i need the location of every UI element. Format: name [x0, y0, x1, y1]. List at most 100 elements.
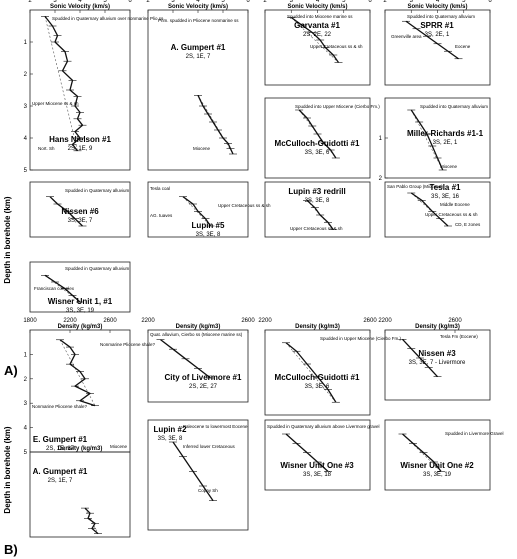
annotation: Spudded into Upper Miocene (Cierbo Fm.) — [295, 104, 380, 109]
annotation: Upper Cretaceous ss & sh — [425, 212, 478, 217]
panel-frame — [147, 181, 249, 238]
panel-a-6: 1 2 Miller-Richards #1-1 3S, 2E, 1 Spudded i… — [379, 97, 491, 182]
panel-frame — [264, 329, 371, 416]
well-name: Wisner Unit One #3 — [280, 461, 354, 470]
panel-b-2: Density (kg/m3) A. Gumpert #1 2S, 1E, 7 — [29, 446, 131, 538]
x-tick-label: 4 — [196, 0, 200, 4]
axis-title: Density (kg/m3) — [415, 324, 460, 330]
annotation: Greenville area — [391, 34, 422, 39]
well-name: SPRR #1 — [420, 21, 454, 30]
y-tick-label: 2 — [24, 72, 28, 78]
panel-frame — [264, 97, 371, 179]
well-name: Wisner Unit 1, #1 — [48, 297, 113, 306]
annotation: Middle Eocene — [440, 202, 470, 207]
y-tick-label: 5 — [24, 168, 28, 174]
annotation: Quat. alluvium, Cierbo ss (Miocene marin… — [150, 332, 243, 337]
panel-frame — [384, 329, 491, 401]
well-location: 2S, 1E, 17 — [46, 446, 75, 452]
y-tick-label: 1 — [24, 352, 28, 358]
axis-title: Density (kg/m3) — [58, 446, 103, 452]
axis-title: Density (kg/m3) — [176, 324, 221, 330]
well-name: Nissen #6 — [61, 207, 99, 216]
annotation: Spudded in Livermore Gravel — [445, 431, 504, 436]
y-tick-label: 4 — [24, 136, 28, 142]
well-name: Hans Nielson #1 — [49, 135, 111, 144]
well-location: 3S, 3E, 6 — [305, 150, 330, 156]
x-tick-label: 6 — [128, 0, 132, 4]
well-location: 3S, 2E, 1 — [425, 32, 450, 38]
annotation: Franciscan complex — [34, 286, 75, 291]
annotation: Spudded in Upper Miocene (Cierbo Fm.) — [320, 336, 402, 341]
panel-b-7: Wisner Unit One #3 3S, 3E, 18 Spudded in Q… — [264, 419, 380, 491]
x-tick-label: 5 — [221, 0, 225, 4]
trend-line — [410, 109, 444, 171]
log-trace — [84, 507, 99, 535]
y-tick-label: 2 — [379, 176, 383, 182]
x-tick-label: 2 — [28, 0, 32, 4]
well-name: City of Livermore #1 — [165, 373, 242, 382]
panel-b-5: Density (kg/m3) 2200 2600 Nissen #3 3S, 3E, … — [378, 318, 491, 401]
trend-line — [44, 16, 78, 151]
y-tick-label: 1 — [24, 40, 28, 46]
x-tick-label: 2600 — [103, 318, 117, 324]
well-location: 3S, 2E, 1 — [433, 140, 458, 146]
annotation: San Pablo Group (Miocene) — [387, 184, 443, 189]
axis-title: Sonic Velocity (km/s) — [50, 4, 110, 10]
annotation: Inferred lower Cretaceous — [183, 444, 236, 449]
x-tick-label: 2600 — [448, 318, 462, 324]
panel-a-5: McCulloch-Guidotti #1 3S, 3E, 6 Spudded in… — [264, 97, 380, 179]
x-tick-label: 5 — [342, 0, 346, 4]
annotation: Tesla coal — [150, 186, 170, 191]
annotation: Spudded in Quaternary alluvium above Liv… — [267, 424, 380, 429]
annotation: Spudded into Quaternary alluvium — [420, 104, 488, 109]
y-tick-label: 1 — [379, 136, 383, 142]
panel-a-2: Sonic Velocity (km/s) 2 3 4 5 6 A. Gumpert #1 2… — [146, 0, 250, 171]
annotation: Upper Cretaceous ss & sh — [290, 226, 343, 231]
well-location: 3S, 3E, 8 — [158, 436, 183, 442]
panel-frame — [264, 181, 371, 238]
log-trace — [285, 342, 337, 403]
y-tick-label: 4 — [24, 426, 28, 432]
x-tick-label: 4 — [436, 0, 440, 4]
annotation: Spudded into Quaternary alluvium — [407, 14, 475, 19]
x-tick-label: 5 — [103, 0, 107, 4]
trend-line — [59, 339, 96, 406]
panel-frame — [29, 451, 131, 538]
well-location: 2S, 1E, 9 — [68, 146, 93, 152]
x-tick-label: 6 — [246, 0, 250, 4]
annotation: Spudded into Miocene marine ss — [287, 14, 353, 19]
x-tick-label: 2600 — [241, 318, 255, 324]
panel-frame — [29, 261, 131, 313]
panel-b-3: Density (kg/m3) 2200 2600 City of Livermore… — [141, 318, 255, 403]
well-name: Lupin #5 — [192, 221, 225, 230]
well-name: A. Gumpert #1 — [33, 467, 88, 476]
annotation: Copay Sh — [198, 488, 218, 493]
well-location: 3S, 3E, 8 — [305, 198, 330, 204]
panel-a-4: Sonic Velocity (km/s) 2 3 4 5 6 SPRR #1 3S, 2E,… — [383, 0, 492, 86]
well-name: A. Gumpert #1 — [171, 43, 226, 52]
annotation: Miocene — [193, 146, 211, 151]
axis-title: Density (kg/m3) — [58, 324, 103, 330]
section-b-label: B) — [4, 542, 18, 557]
trend-line — [291, 17, 339, 63]
well-location: 3S, 3E, 8 — [196, 232, 221, 238]
y-axis-label-b: Depth in borehole (km) — [3, 426, 12, 513]
trend-line — [306, 200, 334, 230]
annotation: CD, E zones — [455, 222, 481, 227]
well-name: Lupin #3 redrill — [288, 187, 345, 196]
annotation: Nort. Sh — [38, 146, 55, 151]
well-location: 3S, 3E, 19 — [423, 472, 452, 478]
panel-b-6: Lupin #2 3S, 3E, 8 Paleocene to lowermost … — [147, 419, 249, 531]
y-tick-label: 3 — [24, 401, 28, 407]
well-location: 3S, 3E, 19 — [66, 308, 95, 314]
panel-frame — [264, 419, 371, 491]
panel-b-1: Density (kg/m3) 1800 2200 2600 1 2 3 4 5 E. Gumpe… — [23, 318, 155, 456]
axis-title: Density (kg/m3) — [295, 324, 340, 330]
well-name: Wisner Unit One #2 — [400, 461, 474, 470]
annotation: Spudded in Quaternary alluvium over nonm… — [52, 16, 164, 21]
well-location: 3S, 3E, 7 — [68, 218, 93, 224]
panel-a-1: Sonic Velocity (km/s) 2 3 4 5 6 1 2 3 4 5 Hans Niel… — [24, 0, 164, 174]
x-tick-label: 4 — [78, 0, 82, 4]
panel-a-7: Nissen #6 3S, 3E, 7 Spudded in Quaternary … — [29, 181, 131, 238]
